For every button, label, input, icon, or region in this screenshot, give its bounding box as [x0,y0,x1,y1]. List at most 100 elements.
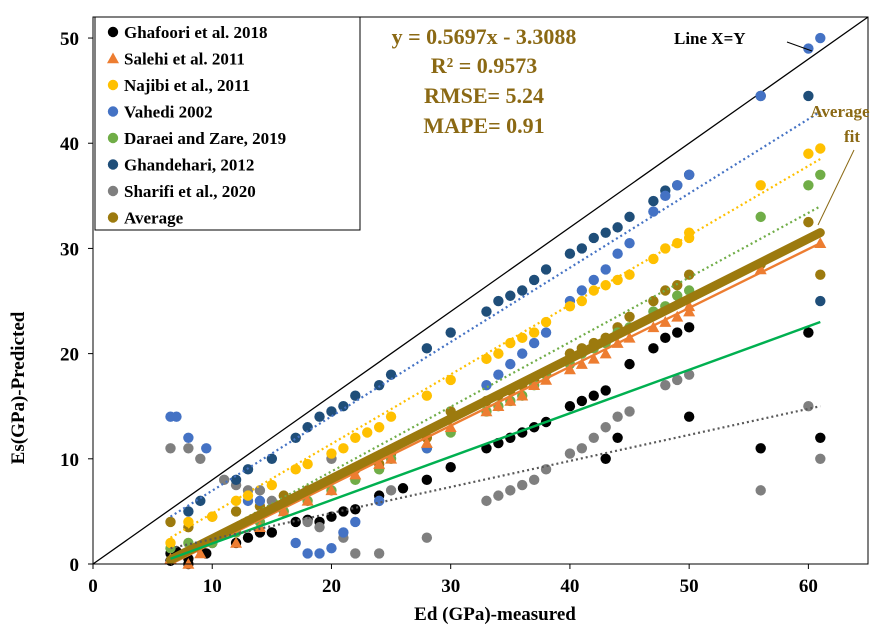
point-najibi-et-al-2011 [493,348,504,359]
legend-label-sharifi-et-al-2020: Sharifi et al., 2020 [124,182,256,201]
point-vahedi-2002 [254,495,266,507]
point-ghafoori-et-al-2018 [397,483,409,494]
point-ghafoori-et-al-2018 [266,527,278,538]
point-najibi-et-al-2011 [624,269,635,280]
point-salehi-et-al-2011 [373,458,386,469]
legend-marker-vahedi-2002 [107,106,119,117]
point-najibi-et-al-2011 [576,295,588,307]
point-ghafoori-et-al-2018 [445,462,456,473]
point-sharifi-et-al-2020 [540,464,552,475]
point-ghandehari-2012 [230,474,242,486]
point-najibi-et-al-2011 [648,253,659,265]
legend-marker-najibi-et-al-2011 [107,79,119,91]
point-vahedi-2002 [600,264,611,275]
point-najibi-et-al-2011 [528,327,540,338]
legend-label-vahedi-2002: Vahedi 2002 [124,103,213,122]
point-najibi-et-al-2011 [445,374,456,386]
axes: 0 10 20 30 40 50 60 0 10 20 30 40 50 [60,16,869,597]
point-vahedi-2002 [528,337,540,349]
point-najibi-et-al-2011 [505,337,516,349]
point-vahedi-2002 [755,90,766,102]
point-vahedi-2002 [517,348,528,359]
point-average [683,269,695,280]
average-fit-pointer [817,149,855,226]
point-sharifi-et-al-2020 [421,532,433,543]
point-najibi-et-al-2011 [612,274,623,286]
point-daraei-and-zare-2019 [755,211,766,223]
plot-area [92,16,869,570]
trendline-ghafoori-et-al-2018 [170,320,821,560]
point-najibi-et-al-2011 [683,227,695,238]
point-average [803,216,814,228]
point-sharifi-et-al-2020 [183,443,194,454]
point-vahedi-2002 [505,358,516,370]
legend-label-average: Average [124,209,184,228]
point-ghandehari-2012 [648,195,659,207]
point-salehi-et-al-2011 [301,494,314,506]
point-salehi-et-al-2011 [671,310,684,322]
x-tick-label: 0 [88,576,98,597]
point-sharifi-et-al-2020 [755,485,766,496]
equation-line-1: y = 0.5697x - 3.3088 [392,24,577,49]
point-ghandehari-2012 [517,285,528,296]
point-ghafoori-et-al-2018 [600,385,611,396]
point-ghandehari-2012 [624,211,635,223]
identity-line-label: Line X=Y [674,29,746,48]
point-najibi-et-al-2011 [302,458,313,470]
point-sharifi-et-al-2020 [588,432,599,443]
equation-rmse: RMSE= 5.24 [424,83,544,108]
point-sharifi-et-al-2020 [481,495,492,507]
point-salehi-et-al-2011 [194,547,207,559]
point-ghandehari-2012 [815,295,826,307]
point-salehi-et-al-2011 [182,558,195,569]
point-ghafoori-et-al-2018 [564,401,576,412]
point-salehi-et-al-2011 [480,405,493,417]
point-sharifi-et-al-2020 [624,406,635,417]
x-tick-label: 30 [441,576,460,597]
point-sharifi-et-al-2020 [505,485,516,496]
point-sharifi-et-al-2020 [254,485,266,496]
trendline-salehi-et-al-2011 [169,242,821,566]
x-axis-label: Ed (GPa)-measured [414,604,576,625]
y-tick-label: 20 [60,345,79,366]
point-vahedi-2002 [373,495,385,507]
point-ghandehari-2012 [302,422,313,433]
legend-label-ghandehari-2012: Ghandehari, 2012 [124,156,254,175]
point-sharifi-et-al-2020 [165,443,176,454]
point-ghandehari-2012 [290,432,301,443]
point-vahedi-2002 [314,548,325,559]
point-salehi-et-al-2011 [563,363,576,375]
point-vahedi-2002 [815,32,826,44]
x-tick-label: 10 [203,576,222,597]
point-vahedi-2002 [201,443,212,454]
point-sharifi-et-al-2020 [195,453,206,465]
point-average [815,269,826,280]
point-ghandehari-2012 [576,243,588,254]
point-average [624,311,635,322]
point-vahedi-2002 [302,548,313,559]
point-sharifi-et-al-2020 [815,453,826,465]
point-ghafoori-et-al-2018 [803,327,814,338]
average-fit-label-line2: fit [844,127,860,146]
point-najibi-et-al-2011 [373,422,385,433]
point-ghandehari-2012 [421,343,433,354]
point-salehi-et-al-2011 [230,536,243,548]
x-tick-label: 60 [799,576,818,597]
point-vahedi-2002 [660,190,671,202]
point-vahedi-2002 [683,169,695,180]
point-ghandehari-2012 [481,306,492,317]
point-salehi-et-al-2011 [599,347,612,359]
point-salehi-et-al-2011 [385,452,398,464]
point-vahedi-2002 [350,516,361,528]
point-average [230,506,242,517]
point-salehi-et-al-2011 [575,358,588,369]
point-vahedi-2002 [648,206,659,217]
point-sharifi-et-al-2020 [302,516,313,528]
point-average [660,285,671,296]
point-sharifi-et-al-2020 [660,379,671,391]
point-ghandehari-2012 [385,369,397,380]
legend-marker-average [107,212,119,223]
legend-marker-ghandehari-2012 [107,159,119,170]
point-ghandehari-2012 [612,222,623,233]
point-ghandehari-2012 [350,390,361,401]
